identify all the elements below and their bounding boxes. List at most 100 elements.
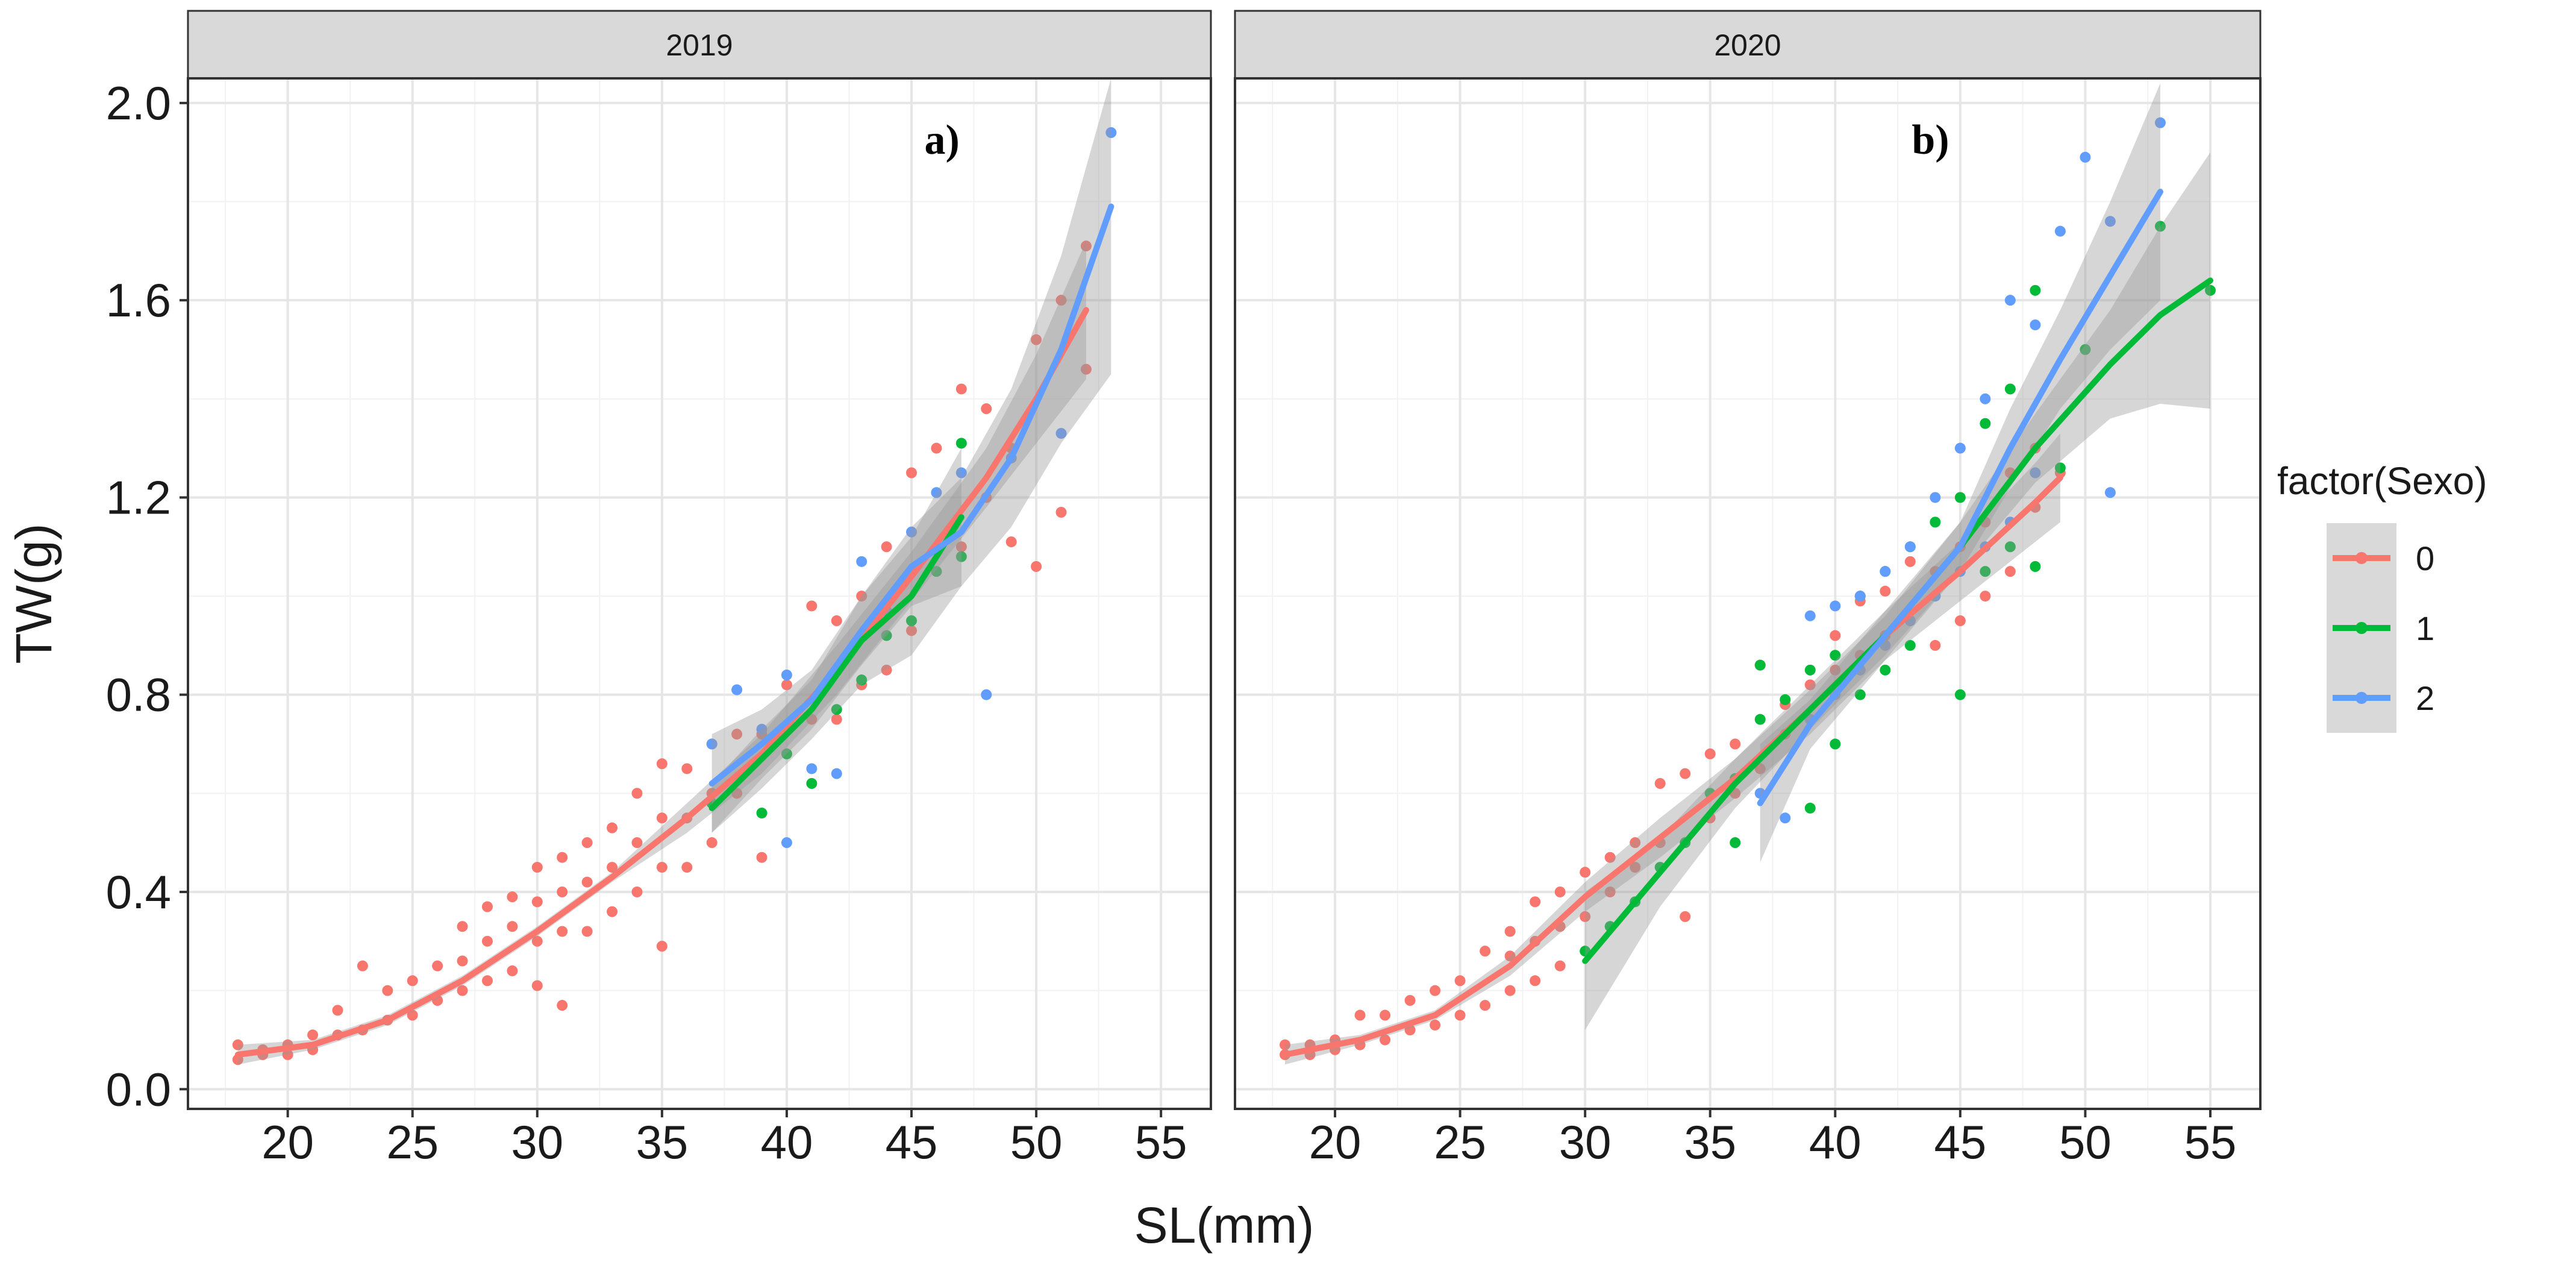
point-sexo-0	[1430, 985, 1441, 996]
point-sexo-0	[1454, 1009, 1466, 1021]
point-sexo-2	[1930, 492, 1941, 503]
point-sexo-0	[1404, 995, 1416, 1006]
y-tick-label: 0.4	[106, 865, 171, 918]
point-sexo-0	[756, 852, 767, 863]
point-sexo-0	[1604, 852, 1616, 863]
point-sexo-0	[432, 960, 443, 971]
point-sexo-0	[656, 862, 667, 873]
point-sexo-0	[731, 729, 743, 740]
point-sexo-2	[2104, 216, 2116, 227]
y-tick-label: 0.0	[106, 1062, 171, 1116]
x-tick-label: 35	[1684, 1116, 1736, 1169]
point-sexo-2	[1055, 428, 1067, 439]
legend-entry-1: 1	[2327, 593, 2434, 663]
x-tick-label: 25	[1434, 1116, 1486, 1169]
point-sexo-0	[507, 965, 518, 976]
point-sexo-2	[906, 526, 918, 538]
point-sexo-0	[1630, 837, 1641, 849]
point-sexo-0	[1704, 748, 1716, 759]
point-sexo-1	[2054, 462, 2066, 474]
point-sexo-0	[706, 837, 717, 849]
panel-border	[1234, 77, 2262, 1110]
point-sexo-1	[2154, 221, 2166, 232]
point-sexo-0	[1031, 561, 1042, 572]
point-sexo-0	[507, 921, 518, 932]
point-sexo-1	[1954, 492, 1966, 503]
legend-key-point	[2356, 622, 2368, 634]
panel-tag: a)	[925, 117, 960, 163]
point-sexo-1	[831, 704, 842, 715]
point-sexo-2	[806, 763, 818, 774]
x-tick-label: 45	[886, 1116, 938, 1169]
point-sexo-1	[1954, 689, 1966, 700]
x-axis-2020: 20 25 30 35 40 45 50 55	[1309, 1109, 2236, 1169]
point-sexo-0	[806, 714, 818, 725]
point-sexo-2	[781, 837, 792, 849]
point-sexo-0	[906, 625, 918, 636]
point-sexo-1	[2004, 383, 2016, 395]
point-sexo-1	[2080, 344, 2091, 355]
point-sexo-2	[1904, 541, 1916, 553]
point-sexo-2	[2104, 487, 2116, 498]
point-sexo-0	[1080, 363, 1092, 375]
point-sexo-2	[981, 689, 992, 700]
point-sexo-0	[656, 758, 667, 770]
point-sexo-2	[2054, 225, 2066, 237]
x-tick-label: 30	[511, 1116, 563, 1169]
point-sexo-1	[1980, 418, 1991, 429]
point-sexo-0	[906, 467, 918, 479]
point-sexo-1	[1804, 802, 1816, 814]
point-sexo-1	[1854, 689, 1866, 700]
point-sexo-2	[1980, 393, 1991, 404]
point-sexo-0	[1530, 975, 1541, 987]
point-sexo-0	[1480, 1000, 1491, 1011]
point-sexo-2	[831, 768, 842, 779]
point-sexo-0	[806, 600, 818, 612]
point-sexo-0	[1680, 911, 1691, 922]
point-sexo-0	[1504, 926, 1516, 937]
point-sexo-0	[1680, 768, 1691, 779]
point-sexo-1	[1980, 566, 1991, 577]
minor-gridlines	[1235, 78, 2260, 1109]
point-sexo-1	[931, 566, 942, 577]
point-sexo-1	[1730, 837, 1741, 849]
panel-data	[232, 78, 1117, 1066]
point-sexo-0	[1005, 536, 1017, 548]
facet-strip	[1234, 10, 2262, 80]
legend-label: 1	[2416, 609, 2434, 647]
point-sexo-0	[457, 921, 468, 932]
point-sexo-1	[1754, 659, 1766, 671]
point-sexo-0	[382, 985, 393, 996]
point-sexo-0	[581, 837, 593, 849]
point-sexo-2	[856, 556, 868, 567]
point-sexo-0	[1804, 679, 1816, 691]
point-sexo-0	[1454, 975, 1466, 987]
point-sexo-1	[906, 615, 918, 626]
point-sexo-2	[2030, 319, 2041, 331]
point-sexo-2	[1854, 591, 1866, 602]
point-sexo-0	[557, 1000, 568, 1011]
point-sexo-1	[1904, 639, 1916, 651]
point-sexo-0	[955, 383, 967, 395]
point-sexo-0	[1554, 887, 1566, 897]
point-sexo-1	[1880, 664, 1891, 676]
panel-tag: b)	[1912, 117, 1949, 163]
point-sexo-0	[1380, 1034, 1391, 1046]
legend-key-point	[2356, 692, 2368, 704]
points-sexo-2	[706, 127, 1117, 849]
point-sexo-2	[2004, 295, 2016, 306]
point-sexo-0	[531, 980, 543, 991]
point-sexo-0	[1530, 896, 1541, 908]
point-sexo-0	[831, 714, 842, 725]
y-tick-label: 1.6	[106, 274, 171, 327]
panel-2019: 2019 a)	[187, 10, 1212, 1110]
point-sexo-0	[232, 1039, 243, 1050]
panel-border	[187, 77, 1212, 1110]
point-sexo-2	[2154, 117, 2166, 128]
point-sexo-2	[931, 487, 942, 498]
point-sexo-0	[1504, 985, 1516, 996]
y-tick-label: 0.8	[106, 668, 171, 721]
point-sexo-2	[731, 684, 743, 695]
point-sexo-0	[856, 591, 868, 602]
point-sexo-0	[481, 935, 493, 947]
